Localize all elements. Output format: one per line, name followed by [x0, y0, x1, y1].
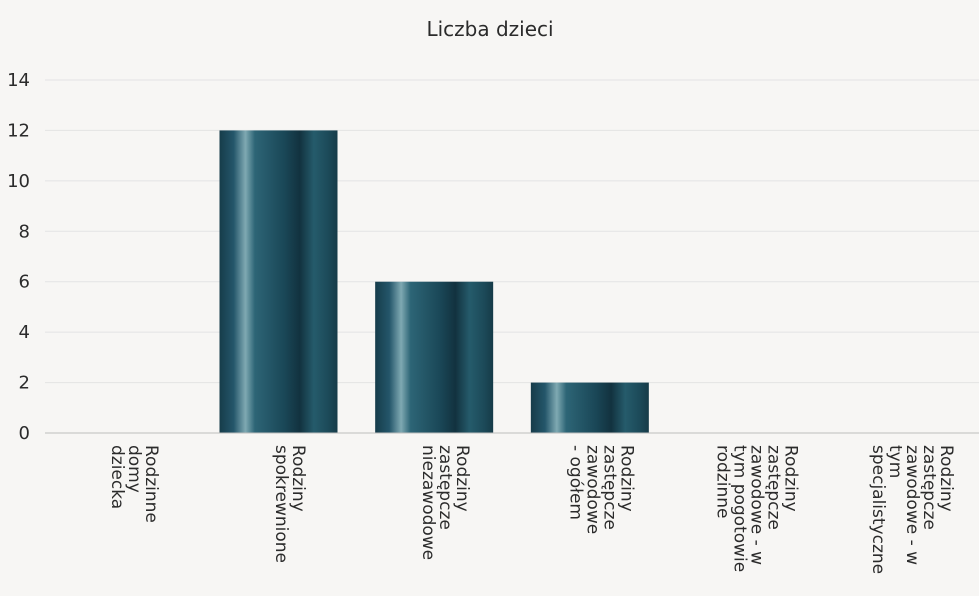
bar [375, 281, 494, 433]
x-tick-label-line: niezawodowe [418, 445, 438, 560]
x-tick-label-line: - ogółem [565, 445, 585, 520]
bars [219, 130, 649, 433]
y-tick-label: 4 [19, 322, 30, 343]
x-tick-label-line: zastępcze [599, 445, 619, 530]
x-tick-label-line: tym pogotowie [730, 445, 750, 572]
x-tick-label-line: tym [885, 445, 905, 478]
x-tick-label-line: zastępcze [435, 445, 455, 530]
x-tick-label-line: zawodowe - w [902, 445, 922, 565]
x-tick-label-line: zawodowe [582, 445, 602, 534]
x-tick-label-line: rodzinne [713, 445, 733, 518]
x-tick-label-line: zawodowe - w [747, 445, 767, 565]
x-tick-label-line: zastępcze [764, 445, 784, 530]
y-tick-label: 0 [19, 423, 30, 444]
x-tick-label-line: Rodziny [616, 445, 636, 512]
x-tick-label-line: Rodziny [288, 445, 308, 512]
y-tick-label: 6 [19, 272, 30, 293]
x-tick-label-line: dziecka [107, 445, 127, 509]
x-tick-label-line: Rodziny [936, 445, 956, 512]
x-tick-label-line: Rodzinne [141, 445, 161, 523]
x-tick-label-line: zastępcze [919, 445, 939, 530]
y-tick-label: 2 [19, 373, 30, 394]
x-tick-label-line: domy [124, 445, 144, 493]
y-axis-ticks: 0 2 4 6 8 10 12 14 [7, 70, 30, 444]
x-tick-label-line: Rodziny [781, 445, 801, 512]
x-tick-label-line: specjalistyczne [868, 445, 888, 574]
y-tick-label: 14 [7, 70, 30, 91]
grid-lines [45, 79, 979, 384]
x-tick-label-line: Rodziny [452, 445, 472, 512]
chart-title: Liczba dzieci [426, 17, 553, 41]
bar [219, 130, 338, 433]
y-tick-label: 10 [7, 171, 30, 192]
y-tick-label: 8 [19, 221, 30, 242]
bar [530, 382, 649, 433]
x-tick-label-line: spokrewnione [271, 445, 291, 563]
y-tick-label: 12 [7, 120, 30, 141]
